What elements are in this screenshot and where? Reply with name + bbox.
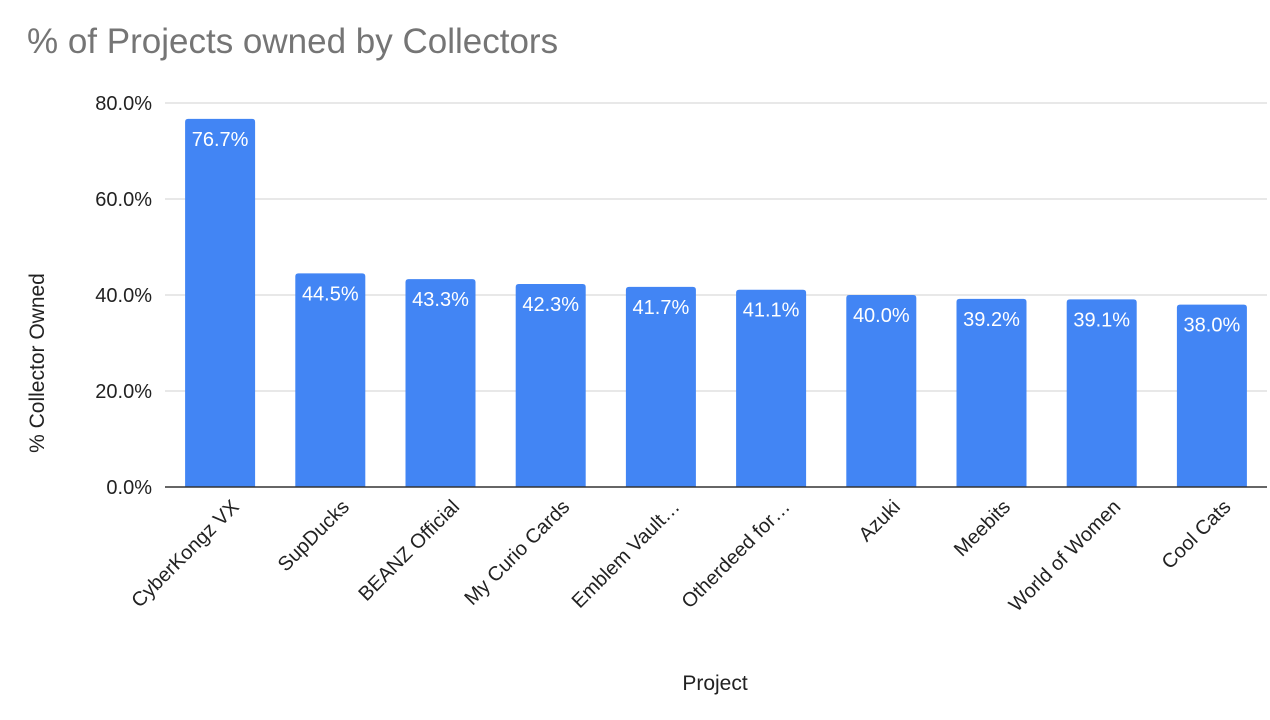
y-axis-ticks: 0.0% 20.0% 40.0% 60.0% 80.0% <box>95 93 152 499</box>
bar <box>846 295 917 487</box>
data-label: 44.5% <box>302 283 359 305</box>
bar <box>1066 299 1137 487</box>
x-category-label: CyberKongz VX <box>127 496 243 612</box>
data-label: 41.1% <box>743 300 800 322</box>
data-label: 39.2% <box>963 309 1020 331</box>
x-axis-title: Project <box>682 672 748 695</box>
y-tick-label: 40.0% <box>95 285 152 307</box>
x-category-label: My Curio Cards <box>460 496 574 610</box>
data-label: 42.3% <box>522 294 579 316</box>
chart-title: % of Projects owned by Collectors <box>27 22 559 61</box>
bar <box>405 279 476 487</box>
y-tick-label: 0.0% <box>106 477 152 499</box>
y-axis-title: % Collector Owned <box>26 273 49 453</box>
bar <box>736 289 807 487</box>
x-category-label: Emblem Vault… <box>568 496 685 613</box>
bar <box>295 273 366 487</box>
y-tick-label: 20.0% <box>95 381 152 403</box>
y-tick-label: 60.0% <box>95 189 152 211</box>
y-tick-label: 80.0% <box>95 93 152 115</box>
data-label: 76.7% <box>192 129 249 151</box>
data-label: 38.0% <box>1184 315 1241 337</box>
data-label: 43.3% <box>412 289 469 311</box>
x-category-label: Otherdeed for… <box>678 496 795 613</box>
bars <box>185 118 1247 487</box>
x-category-label: Meebits <box>950 496 1015 561</box>
bar <box>1176 304 1247 487</box>
bar <box>515 283 586 487</box>
data-label: 40.0% <box>853 305 910 327</box>
data-label: 39.1% <box>1073 309 1130 331</box>
data-labels: 76.7% 44.5% 43.3% 42.3% 41.7% 41.1% 40.0% 39.2%… <box>192 129 1241 337</box>
x-category-label: BEANZ Official <box>354 496 464 606</box>
bar <box>185 118 256 487</box>
data-label: 41.7% <box>633 297 690 319</box>
bar <box>625 286 696 487</box>
x-category-label: Cool Cats <box>1158 496 1236 574</box>
x-category-label: Azuki <box>855 496 905 546</box>
bar <box>956 298 1027 487</box>
x-category-label: World of Women <box>1005 496 1125 616</box>
x-category-label: SupDucks <box>274 496 354 576</box>
